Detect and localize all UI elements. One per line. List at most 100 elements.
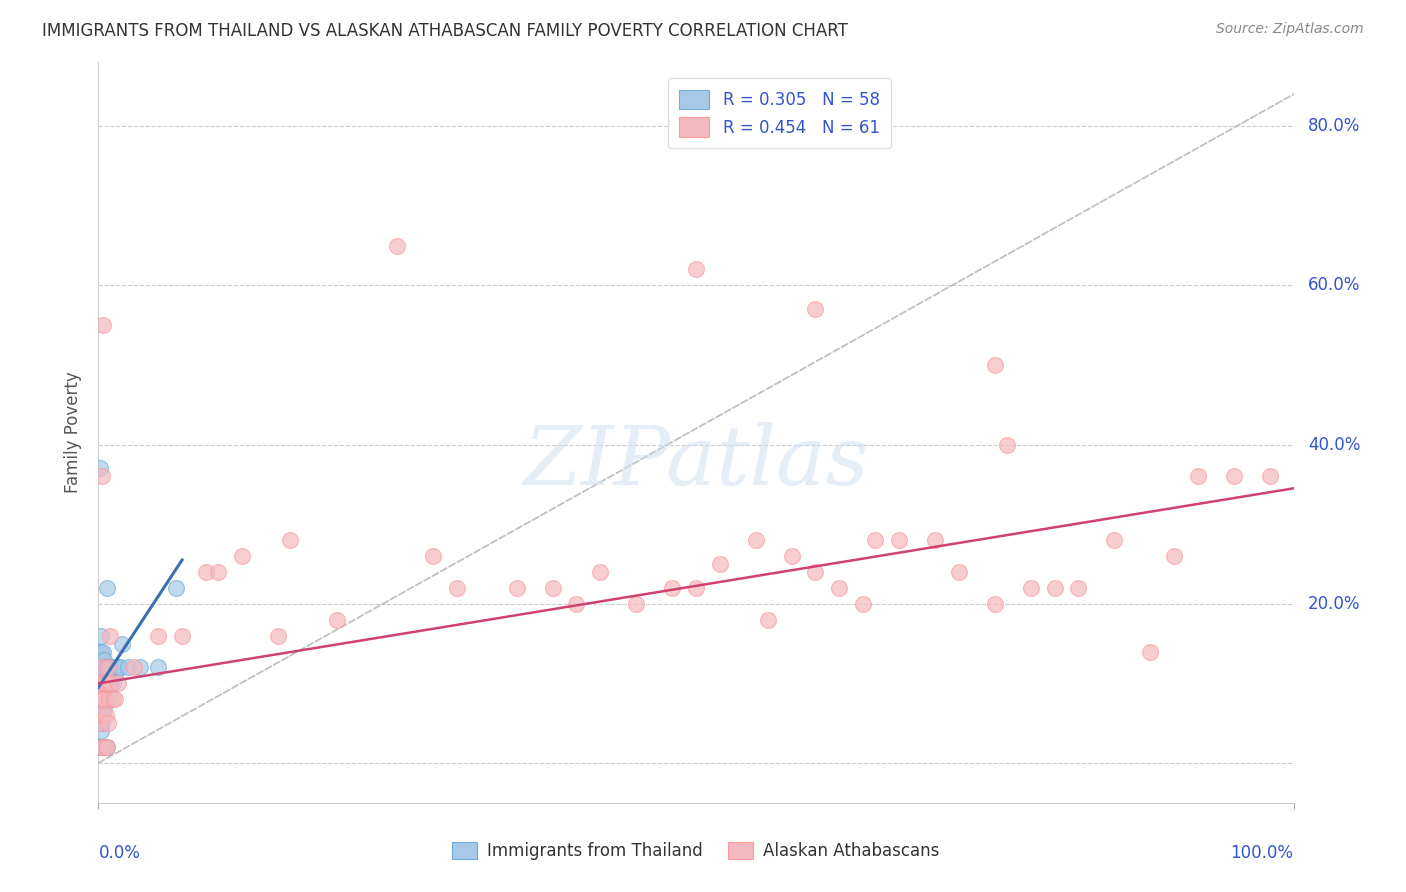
Point <box>98 668 121 682</box>
Point <box>995 437 1018 451</box>
Point <box>93 700 115 714</box>
Point <box>111 637 134 651</box>
Point <box>1258 469 1281 483</box>
Point <box>565 597 588 611</box>
Point <box>89 692 111 706</box>
Point <box>90 660 112 674</box>
Point <box>98 684 121 698</box>
Point <box>101 676 124 690</box>
Point <box>948 565 970 579</box>
Point <box>91 676 114 690</box>
Point <box>195 565 218 579</box>
Point <box>90 629 112 643</box>
Point <box>91 692 114 706</box>
Text: Source: ZipAtlas.com: Source: ZipAtlas.com <box>1216 22 1364 37</box>
Point <box>1043 581 1066 595</box>
Point <box>685 581 707 595</box>
Point <box>278 533 301 547</box>
Point <box>93 652 115 666</box>
Point <box>91 660 114 674</box>
Point <box>90 740 112 755</box>
Legend: Immigrants from Thailand, Alaskan Athabascans: Immigrants from Thailand, Alaskan Athaba… <box>444 834 948 869</box>
Point <box>1223 469 1246 483</box>
Point <box>91 644 114 658</box>
Point <box>1163 549 1185 563</box>
Point <box>865 533 887 547</box>
Point <box>91 668 114 682</box>
Point <box>94 692 117 706</box>
Point <box>91 716 114 731</box>
Point <box>89 660 111 674</box>
Point <box>89 644 111 658</box>
Point <box>101 692 124 706</box>
Point <box>148 629 170 643</box>
Point <box>89 461 111 475</box>
Point <box>89 716 111 731</box>
Point <box>91 708 114 723</box>
Point <box>91 652 114 666</box>
Point <box>98 692 121 706</box>
Point <box>1019 581 1042 595</box>
Point <box>93 668 115 682</box>
Point <box>231 549 253 563</box>
Point <box>984 358 1007 372</box>
Point <box>589 565 612 579</box>
Point <box>91 692 114 706</box>
Point <box>93 740 115 755</box>
Point <box>685 262 707 277</box>
Point <box>91 700 114 714</box>
Point <box>98 676 122 690</box>
Point <box>506 581 529 595</box>
Point <box>91 318 114 333</box>
Point <box>103 660 125 674</box>
Point <box>91 740 114 755</box>
Point <box>91 469 114 483</box>
Point <box>984 597 1007 611</box>
Text: 20.0%: 20.0% <box>1308 595 1361 613</box>
Point <box>804 565 827 579</box>
Point <box>852 597 875 611</box>
Point <box>661 581 683 595</box>
Point <box>96 740 118 755</box>
Point <box>626 597 648 611</box>
Point <box>89 676 111 690</box>
Point <box>117 660 139 674</box>
Point <box>148 660 170 674</box>
Point <box>98 676 122 690</box>
Point <box>98 660 122 674</box>
Point <box>97 660 120 674</box>
Point <box>97 660 120 674</box>
Point <box>105 660 128 674</box>
Text: 100.0%: 100.0% <box>1230 844 1294 862</box>
Text: 0.0%: 0.0% <box>98 844 141 862</box>
Point <box>90 644 112 658</box>
Point <box>93 684 115 698</box>
Point <box>124 660 146 674</box>
Text: 80.0%: 80.0% <box>1308 117 1360 135</box>
Point <box>172 629 194 643</box>
Point <box>207 565 229 579</box>
Point <box>94 660 117 674</box>
Point <box>924 533 946 547</box>
Point <box>91 660 114 674</box>
Text: 40.0%: 40.0% <box>1308 435 1360 453</box>
Point <box>96 581 118 595</box>
Point <box>1104 533 1126 547</box>
Point <box>422 549 444 563</box>
Point <box>97 716 120 731</box>
Point <box>91 740 114 755</box>
Point <box>96 668 118 682</box>
Y-axis label: Family Poverty: Family Poverty <box>65 372 83 493</box>
Point <box>107 676 129 690</box>
Point <box>446 581 468 595</box>
Point <box>804 302 827 317</box>
Point <box>97 676 120 690</box>
Point <box>93 676 115 690</box>
Point <box>780 549 803 563</box>
Point <box>828 581 851 595</box>
Point <box>100 668 122 682</box>
Point <box>1067 581 1090 595</box>
Point <box>90 676 112 690</box>
Text: 60.0%: 60.0% <box>1308 277 1360 294</box>
Point <box>91 740 114 755</box>
